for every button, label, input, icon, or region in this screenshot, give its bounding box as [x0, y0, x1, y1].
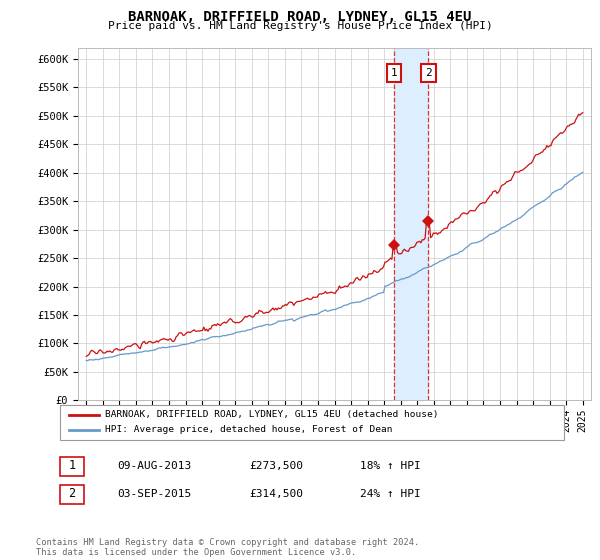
Text: 1: 1: [68, 459, 76, 473]
Text: 24% ↑ HPI: 24% ↑ HPI: [360, 489, 421, 499]
Text: 03-SEP-2015: 03-SEP-2015: [117, 489, 191, 499]
Bar: [394, 48, 428, 400]
Text: 09-AUG-2013: 09-AUG-2013: [117, 461, 191, 471]
Text: 1: 1: [391, 68, 397, 78]
Text: Contains HM Land Registry data © Crown copyright and database right 2024.
This d: Contains HM Land Registry data © Crown c…: [36, 538, 419, 557]
Text: £314,500: £314,500: [249, 489, 303, 499]
Text: 2: 2: [68, 487, 76, 501]
Text: Price paid vs. HM Land Registry's House Price Index (HPI): Price paid vs. HM Land Registry's House …: [107, 21, 493, 31]
Text: BARNOAK, DRIFFIELD ROAD, LYDNEY, GL15 4EU: BARNOAK, DRIFFIELD ROAD, LYDNEY, GL15 4E…: [128, 10, 472, 24]
Text: HPI: Average price, detached house, Forest of Dean: HPI: Average price, detached house, Fore…: [105, 426, 392, 435]
Text: 18% ↑ HPI: 18% ↑ HPI: [360, 461, 421, 471]
Text: £273,500: £273,500: [249, 461, 303, 471]
Text: BARNOAK, DRIFFIELD ROAD, LYDNEY, GL15 4EU (detached house): BARNOAK, DRIFFIELD ROAD, LYDNEY, GL15 4E…: [105, 410, 439, 419]
Text: 2: 2: [425, 68, 432, 78]
